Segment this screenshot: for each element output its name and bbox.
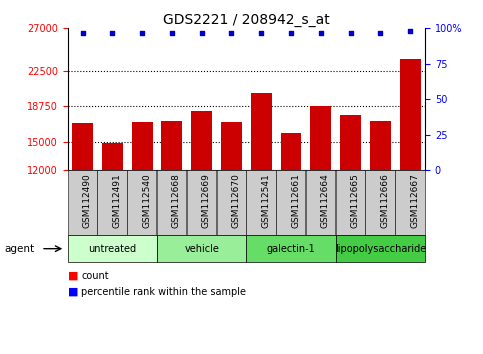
Point [138, 30, 146, 35]
Text: GSM112667: GSM112667 [410, 173, 419, 228]
Text: GSM112669: GSM112669 [202, 173, 211, 228]
Bar [281, 133, 301, 170]
Text: GSM112490: GSM112490 [83, 173, 91, 228]
Bar [72, 123, 93, 170]
Bar [311, 106, 331, 170]
Text: count: count [81, 271, 109, 281]
Text: vehicle: vehicle [184, 244, 219, 254]
Point [377, 30, 384, 35]
Text: GSM112665: GSM112665 [351, 173, 359, 228]
Text: untreated: untreated [88, 244, 136, 254]
Point [198, 30, 206, 35]
Bar [370, 121, 391, 170]
Point [317, 30, 325, 35]
Text: ■: ■ [68, 271, 78, 281]
Bar [340, 115, 361, 170]
Text: ■: ■ [68, 287, 78, 297]
Bar [102, 143, 123, 170]
Text: GSM112668: GSM112668 [172, 173, 181, 228]
Title: GDS2221 / 208942_s_at: GDS2221 / 208942_s_at [163, 13, 330, 27]
Point [257, 30, 265, 35]
Text: lipopolysaccharide: lipopolysaccharide [335, 244, 426, 254]
Text: GSM112540: GSM112540 [142, 173, 151, 228]
Bar [400, 59, 421, 170]
Point [287, 30, 295, 35]
Bar [251, 92, 271, 170]
Text: GSM112491: GSM112491 [112, 173, 121, 228]
Point [406, 28, 414, 34]
Text: GSM112670: GSM112670 [231, 173, 241, 228]
Point [108, 30, 116, 35]
Text: galectin-1: galectin-1 [267, 244, 315, 254]
Point [347, 30, 355, 35]
Point [168, 30, 176, 35]
Text: GSM112661: GSM112661 [291, 173, 300, 228]
Text: agent: agent [5, 244, 35, 254]
Point [79, 30, 86, 35]
Bar [132, 122, 153, 170]
Bar [161, 121, 182, 170]
Text: GSM112664: GSM112664 [321, 173, 330, 228]
Text: percentile rank within the sample: percentile rank within the sample [81, 287, 246, 297]
Text: GSM112541: GSM112541 [261, 173, 270, 228]
Point [227, 30, 235, 35]
Text: GSM112666: GSM112666 [381, 173, 389, 228]
Bar [221, 122, 242, 170]
Bar [191, 112, 212, 170]
